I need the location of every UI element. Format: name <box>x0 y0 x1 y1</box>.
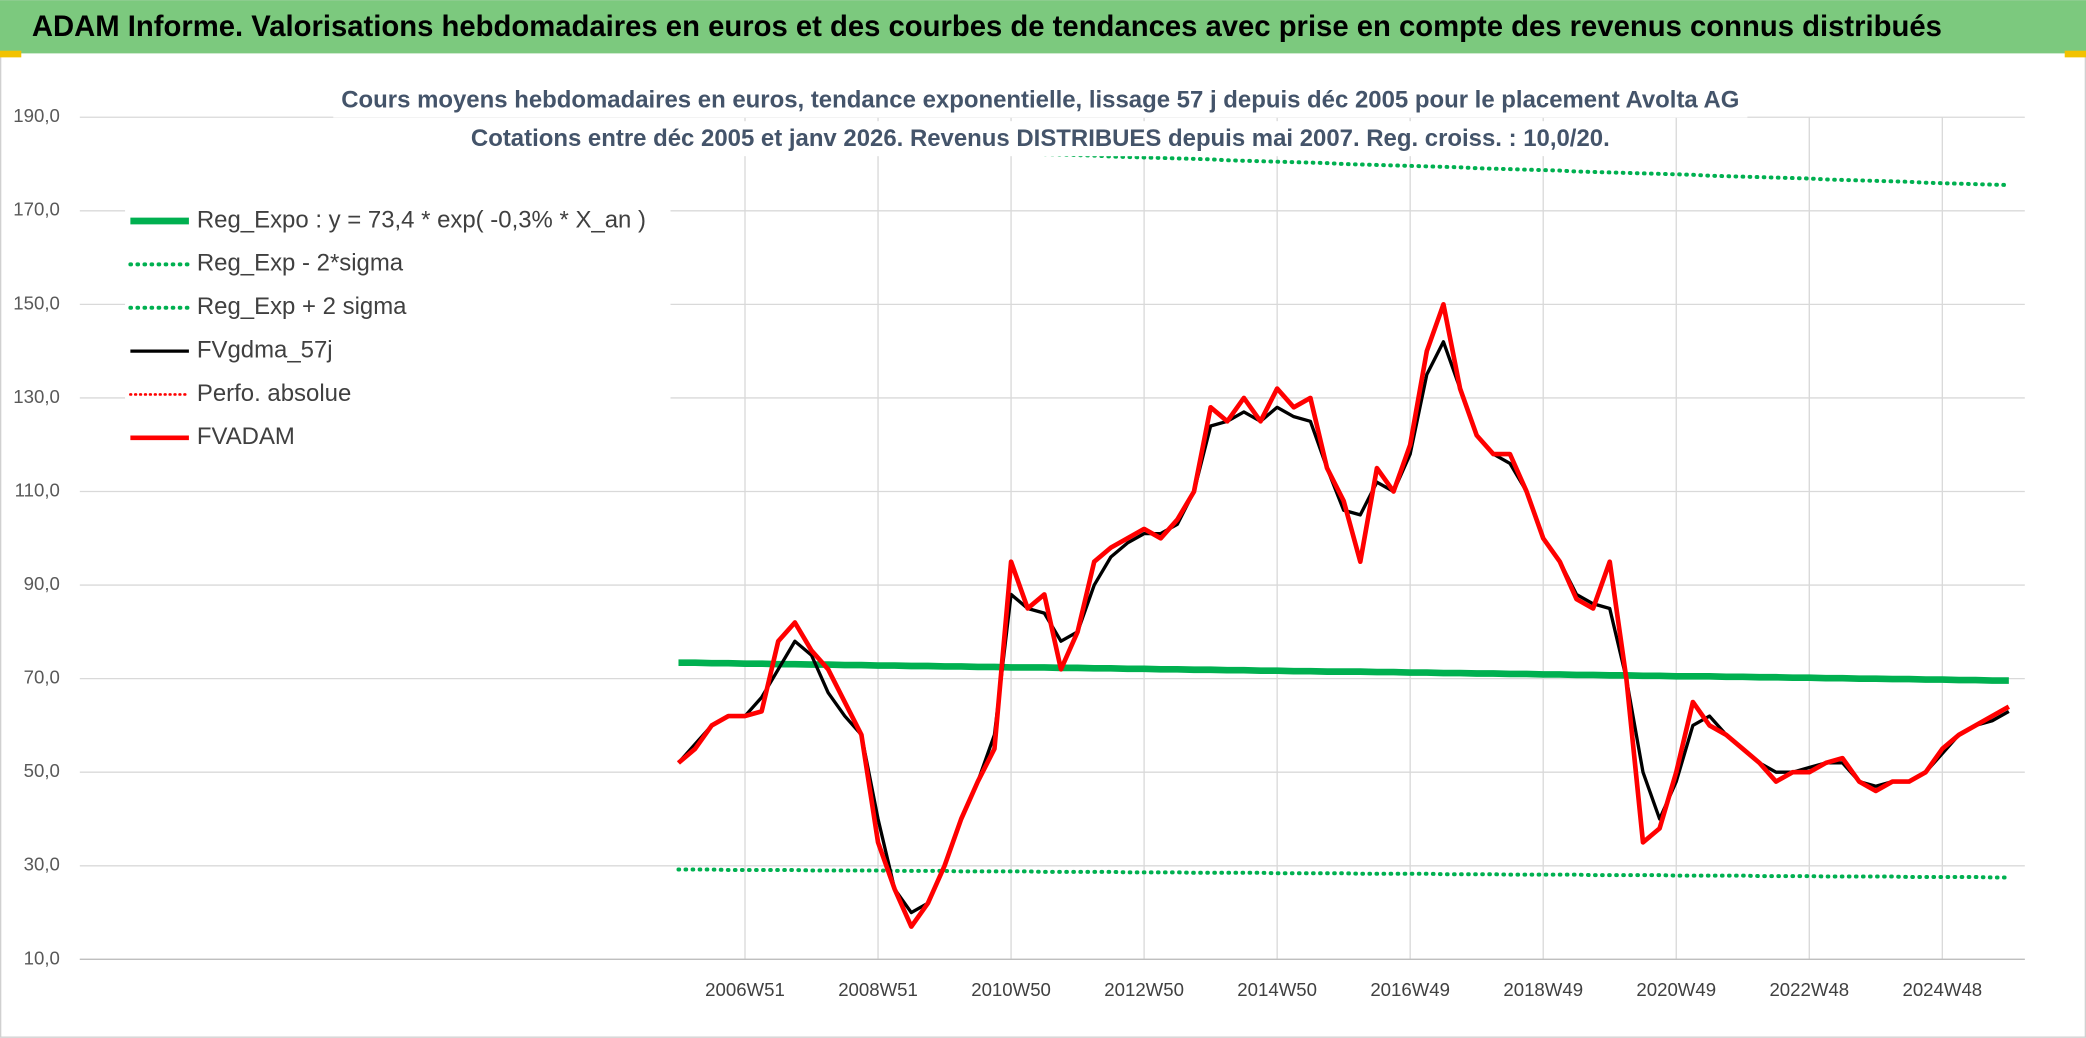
x-tick-label: 2016W49 <box>1370 979 1450 1000</box>
x-tick-label: 2006W51 <box>705 979 785 1000</box>
x-tick-label: 2012W50 <box>1104 979 1184 1000</box>
legend-label: FVADAM <box>197 423 295 450</box>
chart-subtitle: Cotations entre déc 2005 et janv 2026. R… <box>471 125 1610 152</box>
banner <box>0 0 2086 54</box>
x-tick-label: 2018W49 <box>1503 979 1583 1000</box>
series-line <box>676 302 2010 929</box>
y-tick-label: 30,0 <box>24 854 60 875</box>
x-tick-label: 2014W50 <box>1237 979 1317 1000</box>
y-tick-label: 170,0 <box>13 199 60 220</box>
chart-subtitle: Cours moyens hebdomadaires en euros, ten… <box>341 87 1739 114</box>
y-tick-label: 150,0 <box>13 292 60 313</box>
banner-title: ADAM Informe. Valorisations hebdomadaire… <box>32 11 1942 43</box>
x-tick-label: 2010W50 <box>971 979 1051 1000</box>
legend-background <box>125 199 671 466</box>
subtitle-background <box>333 82 1748 118</box>
x-tick-label: 2020W49 <box>1636 979 1716 1000</box>
corner-mark <box>2064 50 2086 58</box>
corner-mark <box>0 50 22 58</box>
legend-label: Reg_Exp + 2 sigma <box>197 293 407 320</box>
x-tick-label: 2022W48 <box>1769 979 1849 1000</box>
y-tick-label: 190,0 <box>13 105 60 126</box>
y-tick-label: 90,0 <box>24 573 60 594</box>
legend-label: Reg_Expo : y = 73,4 * exp( -0,3% * X_an … <box>197 206 646 233</box>
x-tick-label: 2008W51 <box>838 979 918 1000</box>
y-tick-label: 110,0 <box>15 479 60 500</box>
legend-label: FVgdma_57j <box>197 336 333 363</box>
legend-label: Perfo. absolue <box>197 380 351 407</box>
series-line <box>676 140 2011 188</box>
plot-lines <box>676 140 2011 929</box>
x-tick-label: 2024W48 <box>1902 979 1982 1000</box>
y-tick-label: 70,0 <box>24 667 60 688</box>
series-line <box>676 867 2011 880</box>
subtitle-background <box>462 121 1618 157</box>
y-tick-label: 50,0 <box>24 760 60 781</box>
series-line <box>678 659 2009 684</box>
overlay: Cours moyens hebdomadaires en euros, ten… <box>125 82 1748 466</box>
y-tick-label: 10,0 <box>24 947 60 968</box>
y-tick-label: 130,0 <box>13 386 60 407</box>
legend-label: Reg_Exp - 2*sigma <box>197 250 404 277</box>
